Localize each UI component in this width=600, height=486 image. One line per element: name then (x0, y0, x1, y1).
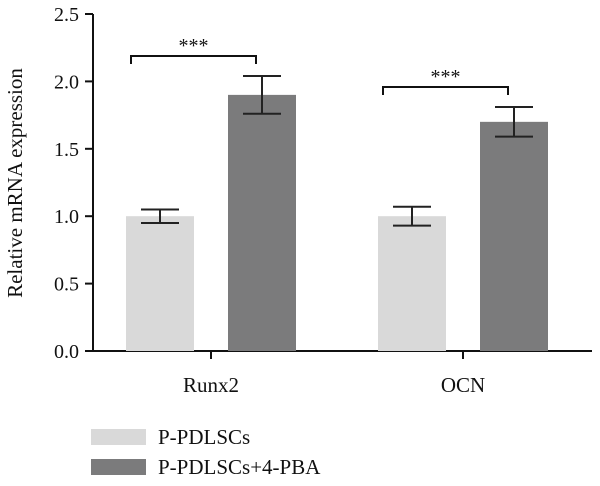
category-label: OCN (441, 373, 485, 397)
legend-label: P-PDLSCs (158, 425, 250, 449)
bar-p-pdlscs-runx2 (126, 216, 194, 351)
legend-swatch (91, 429, 146, 445)
y-tick-label: 2.0 (54, 71, 79, 93)
significance-label: *** (179, 35, 209, 57)
category-label: Runx2 (183, 373, 239, 397)
bar-p-pdlscs-4-pba-ocn (480, 121, 548, 351)
legend-swatch (91, 459, 146, 475)
bar-p-pdlscs-4-pba-runx2 (228, 94, 296, 351)
y-tick-label: 0.5 (54, 274, 79, 296)
significance-label: *** (431, 66, 461, 88)
legend: P-PDLSCs P-PDLSCs+4-PBA (91, 425, 321, 479)
y-tick-label: 2.5 (54, 4, 79, 26)
y-tick-label: 0.0 (54, 341, 79, 363)
plot-area: 0.0 0.5 1.0 1.5 2.0 2.5 Runx2 *** OCN *** (54, 4, 592, 397)
bar-p-pdlscs-ocn (378, 216, 446, 351)
y-tick-label: 1.0 (54, 206, 79, 228)
significance-bracket (382, 86, 509, 96)
legend-label: P-PDLSCs+4-PBA (158, 455, 321, 479)
significance-bracket (130, 55, 257, 65)
y-tick-label: 1.5 (54, 139, 79, 161)
y-axis-label: Relative mRNA expression (3, 68, 27, 298)
